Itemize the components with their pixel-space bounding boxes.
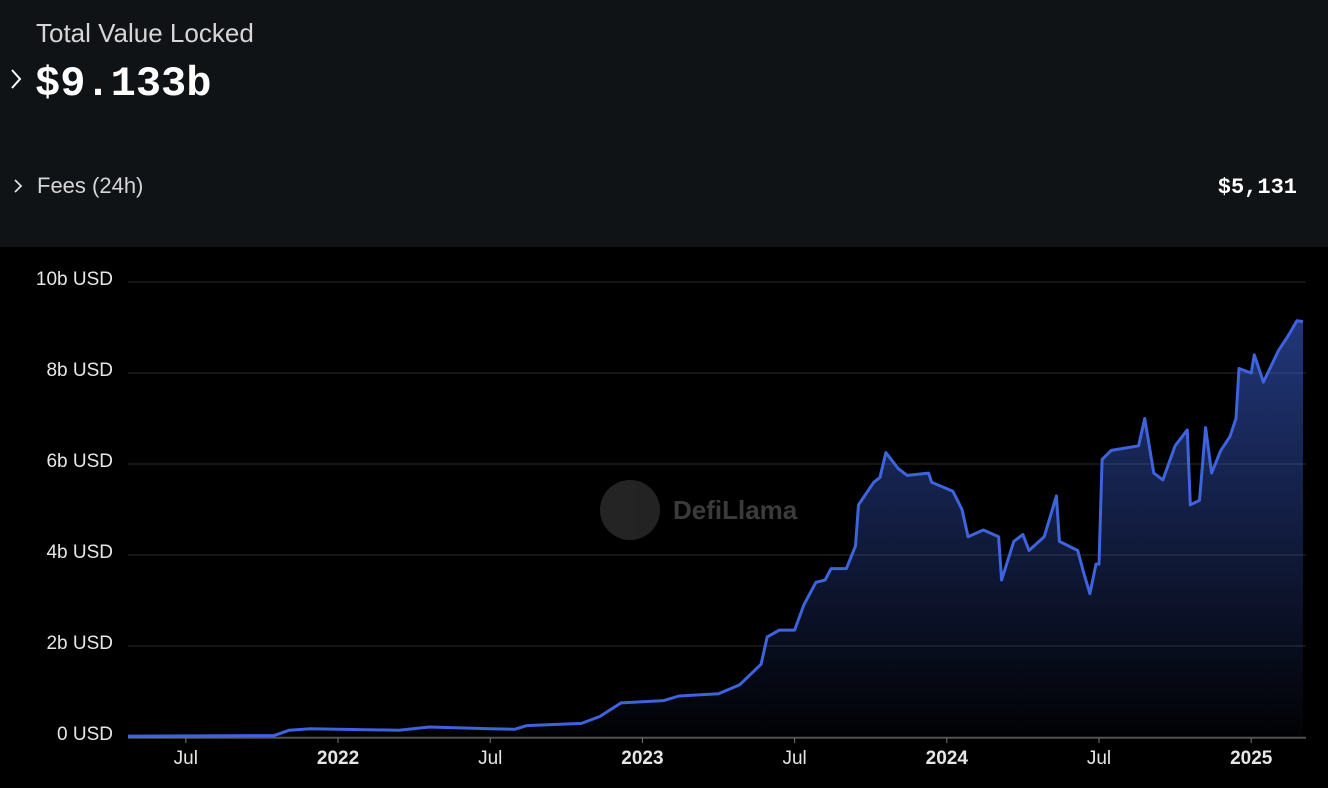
x-tick-label: 2024 (926, 748, 969, 769)
x-tick-label: Jul (1087, 748, 1111, 769)
y-tick-label: 10b USD (36, 269, 113, 290)
y-tick-label: 8b USD (46, 360, 113, 381)
expand-icon[interactable] (14, 179, 23, 193)
x-tick-label: 2025 (1230, 748, 1273, 769)
header-panel (0, 0, 1328, 247)
area-fill (128, 320, 1303, 737)
fees-value: $5,131 (1218, 175, 1297, 200)
tvl-label: Total Value Locked (36, 18, 254, 48)
x-tick-label: 2023 (621, 748, 663, 769)
x-tick-label: Jul (478, 748, 502, 769)
y-tick-label: 4b USD (46, 542, 113, 563)
fees-label[interactable]: Fees (24h) (37, 173, 143, 198)
expand-icon[interactable] (11, 69, 22, 89)
x-tick-label: 2022 (317, 748, 359, 769)
y-tick-label: 0 USD (57, 724, 113, 745)
x-tick-label: Jul (782, 748, 806, 769)
tvl-value: $9.133b (35, 60, 211, 108)
line (127, 319, 1304, 738)
x-tick-label: Jul (174, 748, 198, 769)
watermark: DefiLlama (600, 480, 798, 540)
y-tick-label: 2b USD (46, 633, 113, 654)
watermark-logo (600, 480, 660, 540)
y-tick-label: 6b USD (46, 451, 113, 472)
watermark-text: DefiLlama (673, 495, 798, 525)
